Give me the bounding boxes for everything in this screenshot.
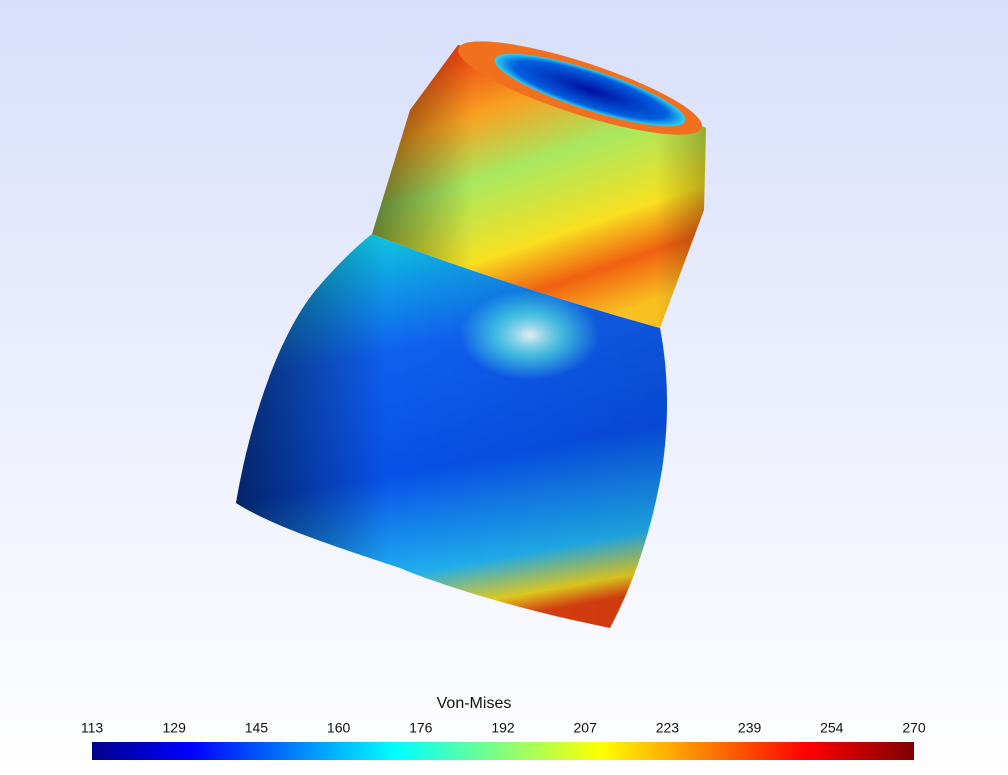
bore [494, 53, 686, 127]
model [236, 41, 706, 628]
colorbar: Von-Mises 113 129 145 160 176 192 207 223 239 254… [81, 695, 926, 760]
colorbar-tick-label: 113 [81, 720, 104, 736]
colorbar-tick-label: 254 [820, 720, 844, 736]
colorbar-tick-label: 223 [656, 720, 680, 736]
colorbar-tick-label: 176 [409, 720, 433, 736]
colorbar-tick-label: 145 [245, 720, 269, 736]
lower-shade [236, 234, 667, 628]
colorbar-ticks: 113 129 145 160 176 192 207 223 239 254 270 [81, 720, 926, 736]
colorbar-tick-label: 270 [902, 720, 926, 736]
colorbar-title: Von-Mises [437, 695, 512, 712]
colorbar-tick-label: 207 [574, 720, 598, 736]
colorbar-tick-label: 239 [738, 720, 762, 736]
colorbar-tick-label: 192 [491, 720, 515, 736]
colorbar-tick-label: 129 [163, 720, 187, 736]
colorbar-tick-label: 160 [327, 720, 351, 736]
colorbar-gradient [92, 742, 914, 760]
